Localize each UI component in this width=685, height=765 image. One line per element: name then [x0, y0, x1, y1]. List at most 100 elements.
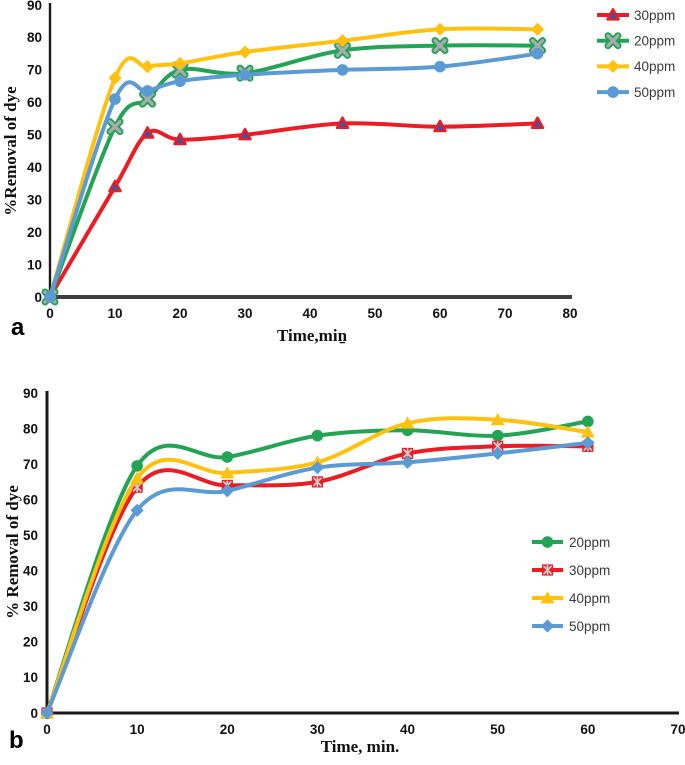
legend-item-20ppm: 20ppm: [597, 32, 675, 50]
marker-50ppm: [607, 86, 619, 98]
marker-20ppm: [431, 37, 449, 55]
x-tick-label: 0: [43, 722, 51, 737]
series-line-40ppm: [48, 26, 540, 299]
marker-20ppm: [541, 536, 554, 548]
x-tick-label: 70: [670, 722, 685, 737]
y-tick-label: 70: [23, 457, 38, 472]
marker-30ppm: [238, 127, 252, 141]
marker-30ppm: [173, 132, 187, 146]
y-tick-label: 30: [27, 192, 42, 207]
y-tick-label: 80: [27, 30, 42, 45]
marker-50ppm: [540, 619, 555, 633]
chart-b: 0 10 20 30 40 50 60 70 0 10 20 30 40 50 60 70 80 90 Time, …: [3, 386, 685, 756]
marker-40ppm: [540, 591, 555, 604]
marker-40ppm: [220, 466, 235, 479]
x-tick-label: 60: [432, 306, 447, 321]
x-tick-label: 0: [46, 306, 54, 321]
marker-30ppm: [530, 116, 545, 130]
legend-label-20ppm: 20ppm: [634, 34, 675, 49]
marker-20ppm: [221, 451, 234, 463]
x-tick-label: 40: [400, 722, 415, 737]
x-tick-label: 60: [580, 722, 595, 737]
series-line-50ppm: [48, 51, 540, 299]
marker-40ppm: [433, 22, 447, 36]
marker-50ppm: [109, 93, 121, 105]
y-tick-label: 40: [27, 160, 42, 175]
y-tick-label: 10: [27, 257, 42, 272]
marker-40ppm: [140, 60, 155, 74]
marker-40ppm: [238, 45, 252, 59]
marker-30ppm: [541, 564, 554, 576]
marker-40ppm: [400, 416, 415, 429]
marker-50ppm: [531, 47, 544, 60]
legend-label-50ppm: 50ppm: [569, 619, 610, 634]
marker-50ppm: [400, 455, 415, 469]
legend-item-50ppm: 50ppm: [597, 85, 675, 100]
legend-item-40ppm: 40ppm: [532, 591, 610, 606]
legend-item-30ppm: 30ppm: [597, 8, 675, 23]
legend-label-20ppm: 20ppm: [569, 535, 610, 550]
marker-50ppm: [44, 291, 56, 303]
y-tick-label: 0: [30, 706, 38, 721]
marker-20ppm: [604, 32, 622, 50]
marker-40ppm: [173, 56, 187, 71]
legend-item-50ppm: 50ppm: [532, 619, 610, 634]
marker-40ppm: [335, 34, 350, 48]
legend: 20ppm 30ppm 40ppm 50ppm: [532, 535, 610, 634]
marker-20ppm: [311, 429, 324, 442]
marker-50ppm: [130, 503, 144, 517]
y-axis-title: %Removal of dye: [1, 86, 20, 216]
marker-20ppm: [334, 41, 351, 59]
y-tick-label: 30: [23, 599, 38, 614]
y-tick-label: 0: [34, 290, 42, 305]
x-tick-label: 40: [302, 306, 317, 321]
panel-b-label: b: [9, 727, 24, 754]
legend-label-50ppm: 50ppm: [634, 85, 675, 100]
y-tick-label: 70: [27, 63, 42, 78]
marker-40ppm: [130, 471, 145, 484]
series-line-40ppm: [45, 416, 590, 715]
legend-label-40ppm: 40ppm: [634, 59, 675, 74]
y-tick-label: 50: [23, 528, 38, 543]
marker-20ppm: [529, 37, 546, 55]
series-line-30ppm: [48, 121, 540, 299]
x-tick-label: 10: [130, 722, 145, 737]
y-tick-label: 90: [23, 386, 38, 401]
legend-item-30ppm: 30ppm: [532, 563, 610, 578]
marker-30ppm: [433, 119, 447, 133]
x-tick-label: 20: [220, 722, 235, 737]
x-tick-label: 70: [497, 306, 512, 321]
x-tick-label: 30: [237, 306, 252, 321]
marker-40ppm: [606, 59, 620, 73]
x-tick-label: 20: [172, 306, 187, 321]
marker-20ppm: [106, 118, 124, 136]
y-tick-label: 60: [27, 95, 42, 110]
legend-item-40ppm: 40ppm: [597, 59, 675, 74]
x-tick-label: 50: [490, 722, 505, 737]
legend-item-20ppm: 20ppm: [532, 535, 610, 550]
marker-50ppm: [239, 68, 251, 81]
marker-20ppm: [131, 460, 143, 472]
legend: 30ppm 20ppm 40ppm 50ppm: [597, 8, 675, 100]
y-axis-title: % Removal of dye: [3, 485, 22, 619]
y-tick-label: 60: [23, 492, 38, 507]
marker-30ppm: [311, 476, 324, 488]
marker-20ppm: [582, 415, 594, 428]
legend-label-30ppm: 30ppm: [569, 563, 610, 578]
marker-30ppm: [140, 126, 155, 139]
y-tick-label: 80: [23, 421, 38, 436]
x-tick-label: 80: [562, 306, 577, 321]
y-tick-label: 50: [27, 128, 42, 143]
y-tick-label: 40: [23, 564, 38, 579]
marker-30ppm: [335, 116, 350, 130]
marker-20ppm: [491, 429, 504, 442]
x-tick-label: 10: [107, 306, 122, 321]
marker-40ppm: [580, 425, 595, 438]
panel-a-label: a: [11, 314, 25, 341]
marker-50ppm: [141, 85, 154, 97]
marker-20ppm: [139, 90, 156, 108]
y-tick-label: 90: [27, 0, 42, 13]
marker-30ppm: [108, 179, 122, 193]
x-axis-title: Time, min.: [321, 737, 400, 756]
x-axis-title: Time,miṉ: [277, 326, 348, 345]
